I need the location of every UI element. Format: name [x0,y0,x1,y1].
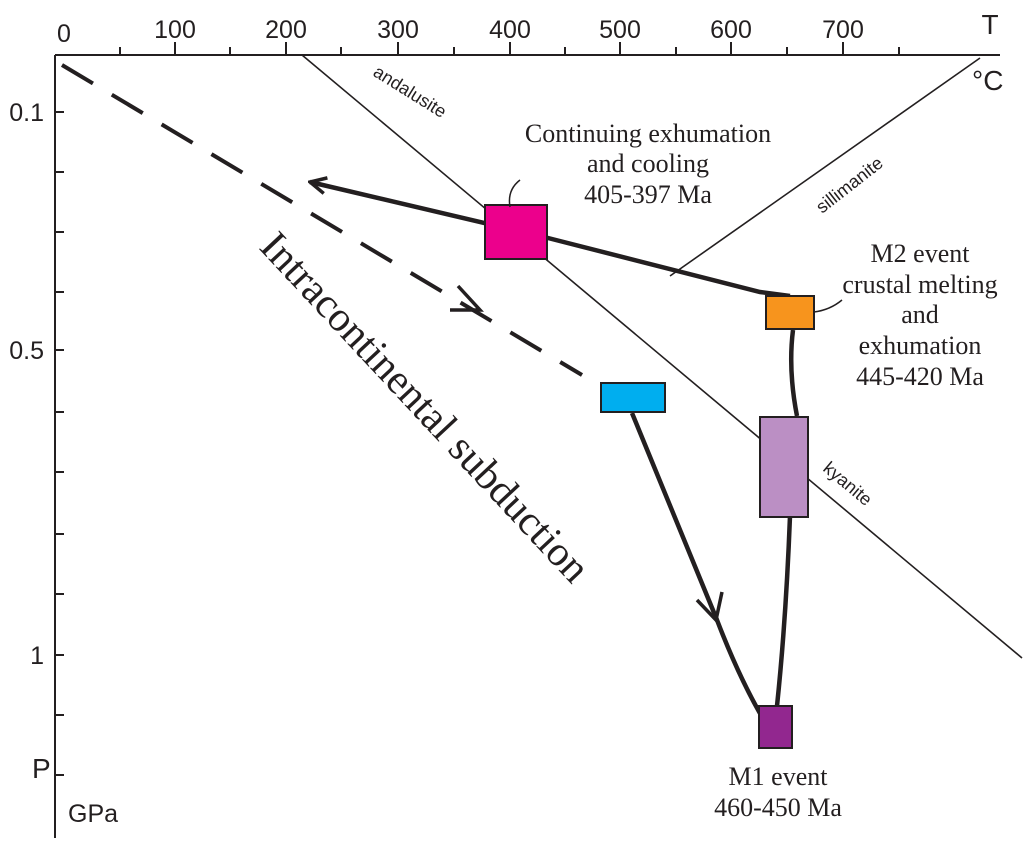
continuing-label-line1: Continuing exhumation [525,119,771,148]
t-tick-label-400: 400 [489,16,531,44]
t-tick-label-100: 100 [154,16,196,44]
sillimanite-label: sillimanite [812,153,887,217]
subduction-label: Intracontinental subduction [251,223,599,591]
p-tick-label-0-1: 0.1 [9,99,44,127]
pt-path-exhumation [310,182,791,299]
t-tick-label-700: 700 [822,16,864,44]
t-axis-unit: °C [972,65,1003,96]
t-tick-label-0: 0 [57,20,71,48]
m2-label-line2: crustal melting [842,270,997,299]
m2-label-line1: M2 event [871,239,971,268]
dashed-path-arrowhead [450,284,484,312]
continuing-leader-line [508,179,521,208]
dashed-subduction-path [60,63,584,377]
andalusite-label: andalusite [370,61,450,121]
m1-label-line2: 460-450 Ma [714,793,842,822]
lilac-box [759,416,809,518]
continuing-exhumation-box [484,204,548,260]
p-axis-unit: GPa [68,800,118,828]
p-tick-label-1: 1 [30,642,44,670]
m2-leader-line [813,299,843,313]
t-tick-label-200: 200 [265,16,307,44]
p-tick-label-0-5: 0.5 [9,337,44,365]
m2-event-box [765,295,815,330]
m2-label-line5: 445-420 Ma [856,362,984,391]
t-axis-label: T [981,9,998,40]
m1-event-box [758,705,793,749]
t-tick-label-300: 300 [377,16,419,44]
t-tick-label-500: 500 [599,16,641,44]
m2-label-line4: exhumation [859,331,982,360]
andalusite-kyanite-boundary [301,54,1023,659]
sillimanite-boundary [669,57,981,277]
pt-path-m2-to-lilac [788,329,800,417]
p-axis-ticks [55,111,64,776]
pt-path-blue-to-m1 [629,412,767,724]
t-axis-ticks [119,42,900,55]
kyanite-label: kyanite [819,458,876,510]
t-tick-label-600: 600 [710,16,752,44]
continuing-label-line3: 405-397 Ma [584,180,712,209]
p-axis-label: P [32,753,51,784]
m2-label-line3: and [901,300,939,329]
pt-path-blue-arrowhead [695,591,724,624]
blue-box [600,382,666,413]
m1-label-line1: M1 event [729,762,829,791]
continuing-label-line2: and cooling [587,149,709,178]
pt-path-lilac-to-m1 [774,515,793,707]
